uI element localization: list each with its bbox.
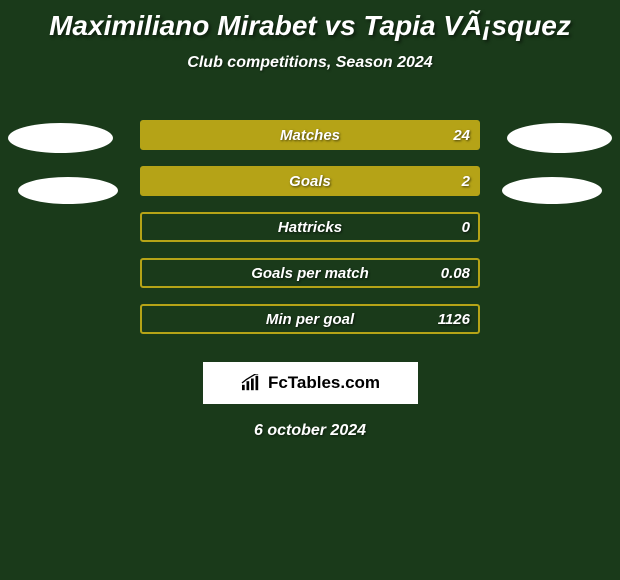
stat-bar-hattricks: Hattricks 0 xyxy=(140,212,480,242)
stat-label: Matches xyxy=(280,127,340,144)
stat-label: Min per goal xyxy=(266,311,354,328)
stat-value: 2 xyxy=(462,173,470,190)
stat-bar-matches: Matches 24 xyxy=(140,120,480,150)
stat-label: Goals per match xyxy=(251,265,369,282)
logo-box: FcTables.com xyxy=(203,362,418,404)
stat-row: Min per goal 1126 xyxy=(0,296,620,342)
subtitle: Club competitions, Season 2024 xyxy=(0,54,620,72)
stat-row: Goals 2 xyxy=(0,158,620,204)
chart-icon xyxy=(240,374,262,392)
page-title: Maximiliano Mirabet vs Tapia VÃ¡squez xyxy=(0,10,620,42)
stat-value: 1126 xyxy=(438,311,470,328)
stat-label: Goals xyxy=(289,173,331,190)
stat-row: Hattricks 0 xyxy=(0,204,620,250)
stat-row: Matches 24 xyxy=(0,112,620,158)
stat-row: Goals per match 0.08 xyxy=(0,250,620,296)
logo-text: FcTables.com xyxy=(268,373,380,393)
stat-bar-goals: Goals 2 xyxy=(140,166,480,196)
stat-value: 0.08 xyxy=(441,265,470,282)
stat-bar-goals-per-match: Goals per match 0.08 xyxy=(140,258,480,288)
stats-section: Matches 24 Goals 2 Hattricks 0 Goals per… xyxy=(0,112,620,342)
date: 6 october 2024 xyxy=(0,422,620,440)
main-container: Maximiliano Mirabet vs Tapia VÃ¡squez Cl… xyxy=(0,0,620,440)
stat-bar-min-per-goal: Min per goal 1126 xyxy=(140,304,480,334)
stat-value: 0 xyxy=(462,219,470,236)
stat-value: 24 xyxy=(453,127,470,144)
stat-label: Hattricks xyxy=(278,219,342,236)
